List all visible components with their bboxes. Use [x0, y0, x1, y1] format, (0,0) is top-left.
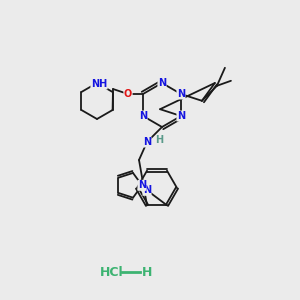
- Text: H: H: [155, 135, 163, 145]
- Text: N: N: [177, 89, 185, 99]
- Text: HCl: HCl: [100, 266, 124, 278]
- Text: N: N: [158, 78, 166, 88]
- Text: O: O: [124, 89, 132, 99]
- Text: NH: NH: [91, 79, 107, 89]
- Text: N: N: [139, 111, 147, 121]
- Text: N: N: [177, 111, 185, 121]
- Text: H: H: [142, 266, 152, 278]
- Text: N: N: [143, 185, 151, 195]
- Text: N: N: [143, 137, 151, 147]
- Text: N: N: [138, 180, 146, 190]
